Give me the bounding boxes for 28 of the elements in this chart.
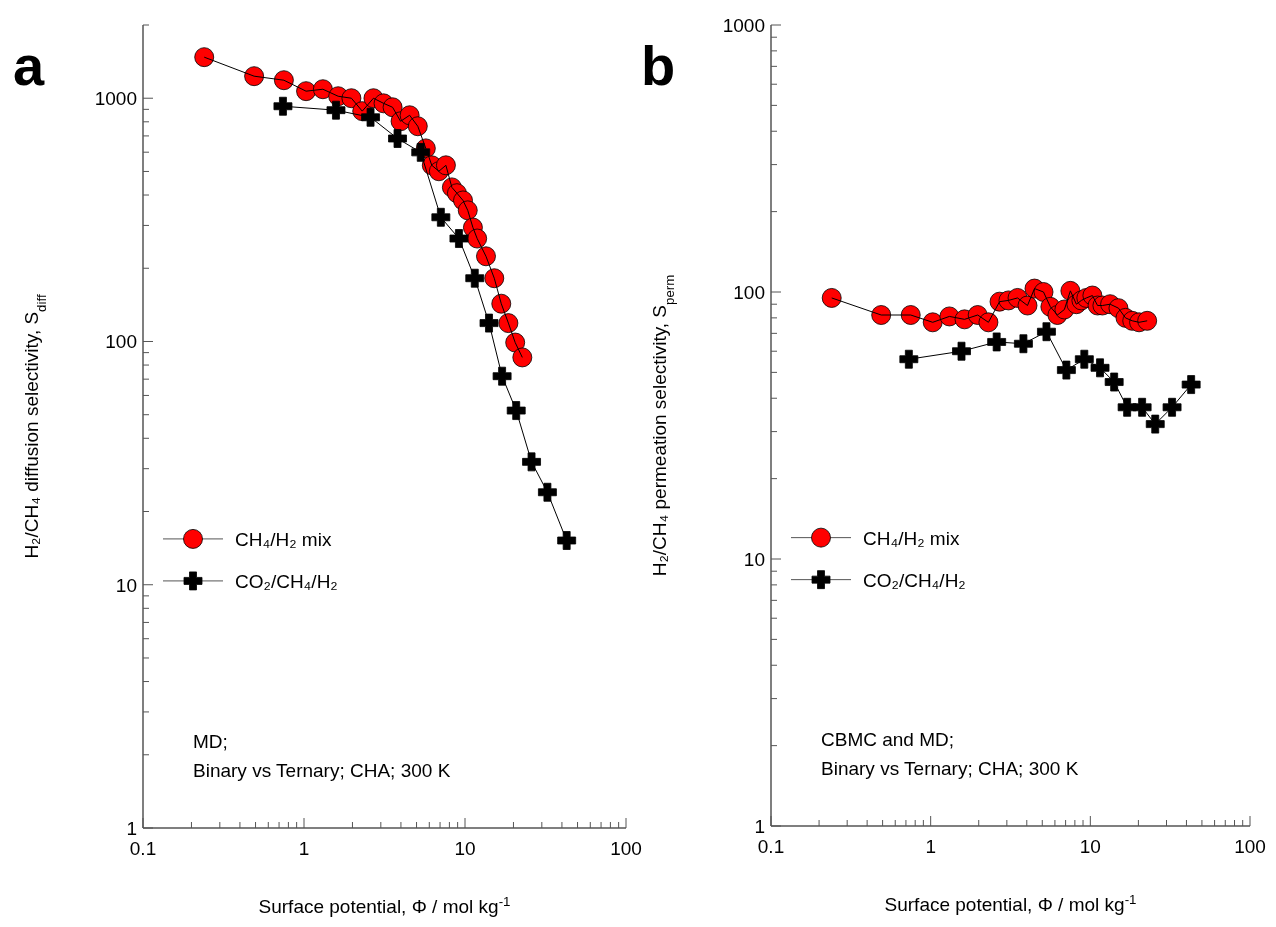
- x-tick-label: 10: [1079, 836, 1101, 857]
- y-tick-label: 1: [126, 818, 137, 839]
- y-tick-label: 1: [754, 816, 765, 837]
- y-tick-label: 1000: [722, 15, 765, 36]
- legend-label: CO₂/CH₄/H₂: [863, 569, 966, 591]
- x-tick-label: 1: [925, 836, 936, 857]
- legend-label: CO₂/CH₄/H₂: [235, 570, 338, 592]
- y-tick-label: 10: [743, 549, 765, 570]
- x-tick-label: 0.1: [129, 838, 157, 859]
- x-axis-title: Surface potential, Φ / mol kg$^{-1}$: [884, 891, 1137, 915]
- y-tick-label: 1000: [94, 88, 137, 110]
- y-tick-label: 100: [105, 331, 137, 353]
- legend-label: CH₄/H₂ mix: [235, 528, 332, 550]
- legend-label: CH₄/H₂ mix: [863, 527, 960, 549]
- x-axis-title: Surface potential, Φ / mol kg$^{-1}$: [258, 893, 511, 917]
- chart-title: b: [641, 34, 676, 97]
- x-tick-label: 1: [298, 838, 310, 859]
- annotation: Binary vs Ternary; CHA; 300 K: [193, 759, 451, 781]
- x-tick-label: 100: [610, 838, 642, 859]
- annotation: Binary vs Ternary; CHA; 300 K: [821, 757, 1079, 779]
- x-tick-label: 0.1: [757, 836, 785, 857]
- y-tick-label: 100: [733, 282, 765, 303]
- y-tick-label: 10: [115, 574, 137, 596]
- x-tick-label: 10: [454, 838, 476, 859]
- x-tick-label: 100: [1234, 836, 1266, 857]
- annotation: CBMC and MD;: [821, 728, 955, 750]
- chart-title: a: [13, 34, 45, 97]
- annotation: MD;: [193, 730, 228, 752]
